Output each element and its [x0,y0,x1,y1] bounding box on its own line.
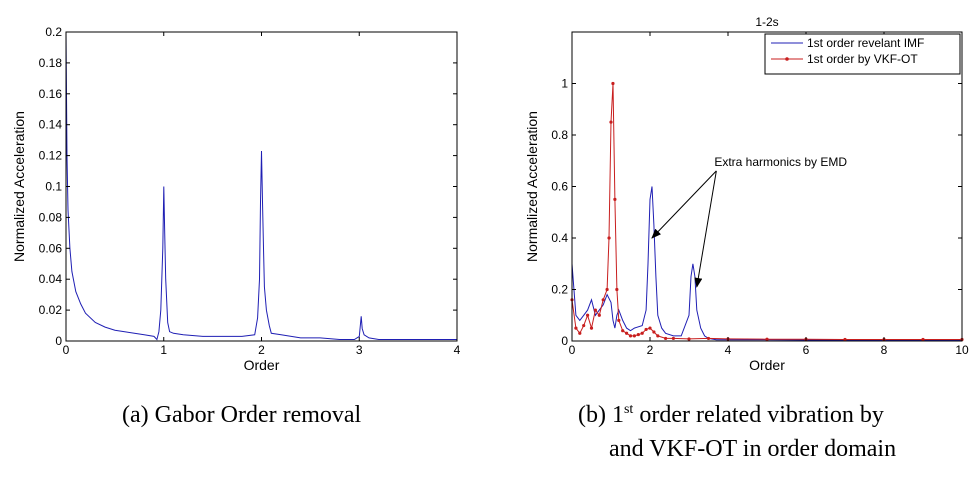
data-point-1-1-25 [656,334,660,338]
data-point-1-1-5 [589,326,594,330]
data-point-1-1-24 [652,330,656,334]
legend-box [764,33,961,75]
data-point-1-1-28 [687,337,691,341]
data-point-1-1-7 [597,313,601,317]
annotation-arrow-1 [651,170,717,239]
y-tick-label-0-0: 0 [55,334,62,348]
caption-b-superscript: st [623,402,634,417]
y-tick-label-0-4: 0.08 [39,210,63,224]
series-line-1-0 [571,186,962,341]
data-point-1-1-9 [605,287,609,292]
data-point-1-1-4 [586,313,590,317]
data-point-1-1-31 [765,337,769,341]
x-tick-label-1-1: 2 [647,343,654,357]
x-tick-label-0-0: 0 [63,343,70,357]
data-point-1-1-22 [644,327,648,332]
y-tick-label-1-5: 1 [561,77,568,91]
x-tick-label-0-1: 1 [160,343,167,357]
annotation-text: Extra harmonics by EMD [714,155,847,169]
y-tick-label-1-3: 0.6 [551,180,568,194]
series-line-1-1 [571,83,962,340]
x-tick-label-1-0: 0 [569,343,576,357]
x-tick-label-1-2: 4 [725,343,732,357]
legend-1: 1st order revelant IMF 1st order by VKF-O… [764,33,961,75]
plot-0: 0 1 2 3 4 0 0.02 0.04 0.06 0.08 0.1 0.12 0.14 0.16 0.1… [11,25,461,373]
y-tick-label-0-2: 0.04 [39,272,63,286]
y-tick-label-1-2: 0.4 [551,231,568,245]
data-point-1-1-10 [607,236,611,240]
y-tick-label-0-5: 0.1 [45,180,62,194]
y-tick-label-0-8: 0.16 [39,87,63,101]
data-point-1-1-6 [593,308,598,312]
y-tick-label-1-1: 0.2 [551,283,568,297]
y-tick-label-0-10: 0.2 [45,25,62,39]
data-point-1-1-18 [628,334,633,338]
data-point-1-1-12 [611,81,615,86]
data-point-1-1-8 [601,298,605,302]
x-tick-label-1-4: 8 [881,343,888,357]
x-tick-label-0-2: 2 [258,343,265,357]
legend-label-1: 1st order by VKF-OT [807,52,918,66]
y-tick-label-0-9: 0.18 [39,56,63,70]
data-point-1-1-13 [613,197,617,201]
x-tick-label-0-3: 3 [356,343,363,357]
y-axis-label-0: Normalized Acceleration [11,111,27,262]
data-point-1-1-16 [621,329,625,333]
data-point-1-1-14 [615,287,619,292]
data-point-1-1-26 [664,336,668,341]
data-point-1-1-35 [921,337,925,342]
y-tick-label-0-6: 0.12 [39,149,63,163]
series-line-0-0 [65,31,457,341]
data-point-1-1-11 [609,120,613,124]
y-tick-label-0-7: 0.14 [39,118,63,132]
y-axis-label-1: Normalized Acceleration [524,111,540,262]
caption-b-prefix: (b) 1 [578,402,624,428]
data-point-1-1-2 [578,331,582,335]
data-point-1-1-23 [648,326,652,330]
data-point-1-1-21 [640,331,644,335]
caption-b-rest: order related vibration by [633,402,884,428]
x-tick-label-0-4: 4 [454,343,461,357]
caption-a: (a) Gabor Order removal [122,402,362,428]
data-point-1-1-19 [632,334,637,338]
data-point-1-1-3 [582,323,586,328]
y-tick-label-0-3: 0.06 [39,241,63,255]
plot-frame-1 [571,31,963,342]
legend-label-0: 1st order revelant IMF [807,36,924,50]
chart-title-1: 1-2s [755,15,778,29]
y-tick-label-1-4: 0.8 [551,128,568,142]
data-point-1-1-1 [574,326,578,330]
y-tick-label-1-0: 0 [561,334,568,348]
annotation-group: Extra harmonics by EMD [651,155,847,288]
legend-marker-1 [785,57,789,61]
annotation-arrow-2 [694,170,717,288]
caption-b-line2: and VKF-OT in order domain [609,436,897,462]
data-point-1-1-27 [671,336,676,341]
x-tick-label-1-3: 6 [803,343,810,357]
data-point-1-1-20 [636,332,640,337]
x-tick-label-1-5: 10 [955,343,969,357]
plot-frame-0 [65,31,458,342]
data-point-1-1-33 [843,337,847,342]
data-point-1-1-29 [706,336,711,341]
x-axis-label-0: Order [244,357,280,373]
x-axis-label-1: Order [749,357,785,373]
y-tick-label-0-1: 0.02 [39,303,63,317]
plot-1: 0 2 4 6 8 10 0 0.2 0.4 0.6 0.8 1 Order Normalized Acc… [524,15,969,373]
data-point-1-1-17 [625,331,629,335]
caption-b-line1: (b) 1st order related vibration by [578,402,884,429]
data-point-1-1-15 [617,318,621,322]
